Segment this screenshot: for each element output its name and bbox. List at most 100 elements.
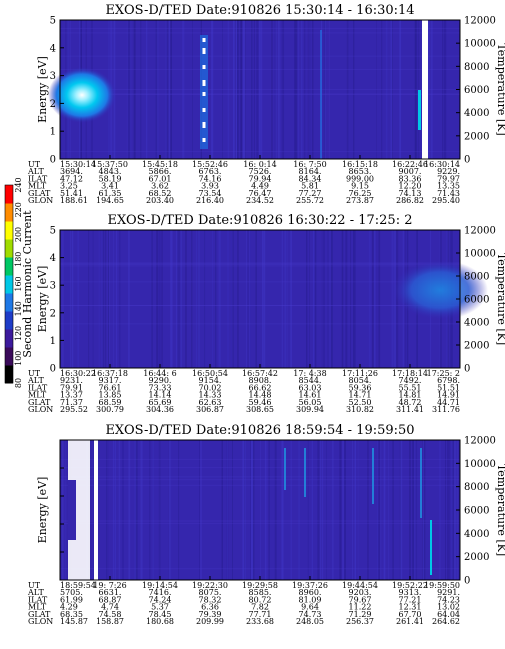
spectrogram-streak — [126, 20, 128, 159]
spectrogram-streak — [192, 20, 193, 159]
y2-tick-label: 12000 — [464, 16, 496, 27]
ephemeris-value: 9.15 — [351, 182, 369, 191]
ephemeris-value: 16:22:46 — [392, 160, 428, 169]
spectrogram-streak — [251, 20, 253, 159]
colorbar-segment — [5, 329, 13, 348]
spectrogram-streak — [152, 440, 154, 580]
ephemeris-row-label: MLT — [28, 603, 47, 612]
spectrogram-streak — [274, 20, 276, 159]
ephemeris-value: 306.87 — [196, 405, 224, 414]
ephemeris-value: 6763. — [199, 167, 222, 176]
y2-tick-label: 2000 — [464, 552, 489, 563]
spectrogram-streak — [330, 230, 333, 368]
ephemeris-value: 3.93 — [201, 182, 219, 191]
ephemeris-value: 14.14 — [149, 391, 172, 400]
ephemeris-value: 17:18:14 — [392, 369, 428, 378]
ephemeris-value: 145.87 — [60, 617, 88, 626]
spectrogram-streak — [227, 230, 229, 368]
spectrogram-streak — [414, 20, 417, 159]
spectrogram-streak — [251, 440, 253, 580]
ephemeris-value: 8544. — [299, 376, 322, 385]
ephemeris-value: 15:37:50 — [92, 160, 128, 169]
spectrogram-streak — [128, 440, 131, 580]
spectrogram-streak — [290, 440, 292, 580]
spectrogram-streak — [321, 440, 324, 580]
spectrogram-band — [60, 265, 460, 267]
ephemeris-value: 44.71 — [437, 398, 460, 407]
spectrogram-streak — [180, 230, 182, 368]
y-tick-label: 2 — [50, 99, 56, 110]
colorbar-segment — [5, 347, 13, 366]
ephemeris-value: 14.61 — [299, 391, 322, 400]
ephemeris-value: 194.65 — [96, 196, 124, 205]
y2-axis-label: Temperature [K] — [495, 43, 505, 135]
y2-tick-label: 8000 — [464, 62, 489, 73]
spectrogram-streak — [301, 20, 303, 159]
spectrogram-streak — [92, 230, 94, 368]
ephemeris-value: 77.27 — [299, 189, 322, 198]
ephemeris-row-label: GLAT — [28, 610, 51, 619]
spectrogram-streak — [298, 440, 300, 580]
ephemeris-value: 12.20 — [399, 182, 422, 191]
spectrogram-spike — [202, 80, 206, 86]
spectrogram-streak — [313, 230, 315, 368]
ephemeris-value: 11.22 — [349, 603, 372, 612]
spectrogram-streak — [345, 230, 348, 368]
spectrogram-streak — [253, 440, 255, 580]
spectrogram-streak — [150, 230, 153, 368]
ephemeris-value: 4843. — [99, 167, 122, 176]
y2-tick-label: 0 — [464, 155, 470, 166]
ephemeris-value: 14.91 — [437, 391, 460, 400]
colorbar-tick-label: 220 — [14, 202, 23, 217]
spectrogram-streak — [61, 230, 64, 368]
ephemeris-row-label: GLON — [28, 617, 53, 626]
ephemeris-value: 74.58 — [99, 610, 122, 619]
y-axis-label: Energy [eV] — [36, 56, 49, 123]
spectrogram-streak — [342, 440, 344, 580]
spectrogram-streak — [246, 230, 247, 368]
spectrogram-streak — [445, 440, 446, 580]
spectrogram-streak — [221, 440, 223, 580]
spectrogram-streak — [128, 230, 130, 368]
spectrogram-streak — [314, 230, 317, 368]
y2-tick-label: 4000 — [464, 318, 489, 329]
ephemeris-value: 59.46 — [249, 398, 272, 407]
ephemeris-value: 310.82 — [346, 405, 374, 414]
spectrogram-streak — [294, 20, 297, 159]
ephemeris-value: 188.61 — [60, 196, 88, 205]
spectrogram-streak — [240, 20, 242, 159]
ephemeris-value: 3.25 — [60, 182, 78, 191]
spectrogram-streak — [243, 440, 245, 580]
spectrogram-streak — [146, 20, 148, 159]
ephemeris-value: 56.05 — [299, 398, 322, 407]
spectrogram-streak — [222, 20, 223, 159]
spectrogram-band — [60, 89, 460, 90]
ephemeris-row-label: ILAT — [28, 383, 48, 392]
panel-title: EXOS-D/TED Date:910826 18:59:54 - 19:59:… — [105, 423, 414, 438]
spectrogram-streak — [317, 440, 320, 580]
spectrogram-streak — [323, 20, 325, 159]
ephemeris-value: 234.52 — [246, 196, 274, 205]
spectrogram-band — [60, 305, 460, 306]
spectrogram-streak — [69, 230, 72, 368]
colorbar-segment — [5, 275, 13, 294]
spectrogram-streak — [399, 20, 402, 159]
spectrogram-streak — [415, 20, 417, 159]
ephemeris-row-label: GLAT — [28, 189, 51, 198]
spectrogram-streak — [68, 480, 76, 540]
spectrogram-streak — [245, 20, 246, 159]
ephemeris-value: 17:25: 2 — [427, 369, 460, 378]
spectrogram-streak — [77, 230, 80, 368]
ephemeris-row-label: ALT — [27, 588, 44, 597]
spectrogram-streak — [367, 440, 369, 580]
ephemeris-value: 83.36 — [399, 174, 422, 183]
spectrogram-streak — [383, 440, 386, 580]
spectrogram-streak — [357, 440, 359, 580]
spectrogram-streak — [231, 230, 234, 368]
energy-blob — [392, 260, 488, 320]
ephemeris-value: 9291. — [437, 588, 460, 597]
spectrogram-band — [60, 264, 460, 265]
ephemeris-value: 256.37 — [346, 617, 374, 626]
colorbar-segment — [5, 365, 13, 384]
ephemeris-value: 74.23 — [437, 595, 460, 604]
